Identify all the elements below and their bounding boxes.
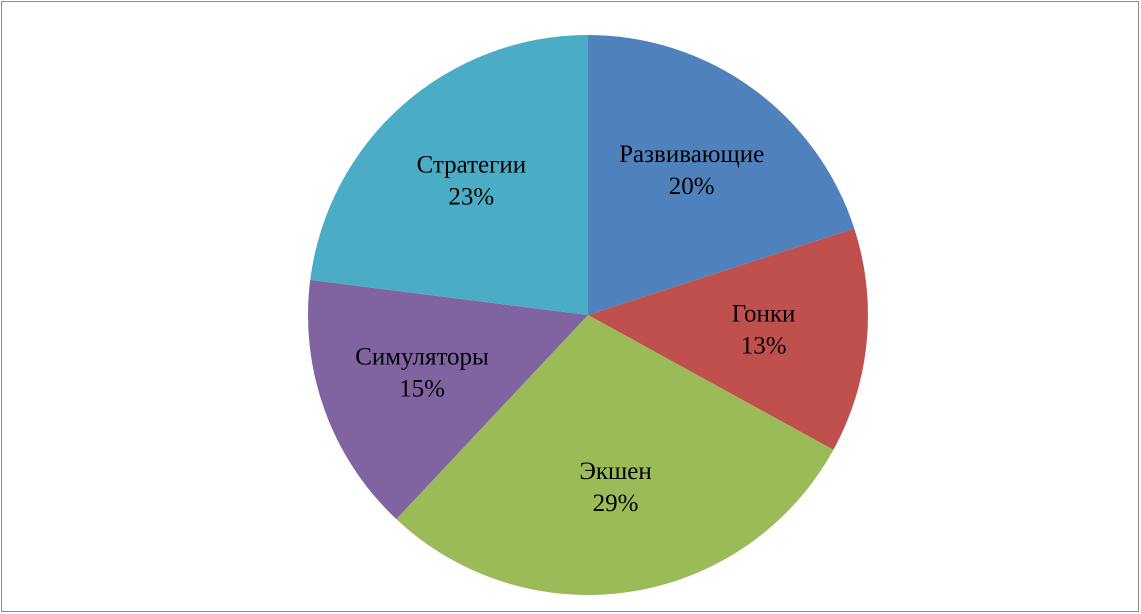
slice-value-label: 29%: [593, 490, 639, 517]
slice-value-label: 15%: [399, 375, 445, 402]
pie-slice: [396, 315, 834, 595]
slice-category-label: Стратегии: [417, 151, 527, 178]
pie-slice: [308, 279, 588, 520]
pie-slice: [588, 35, 855, 315]
slice-value-label: 13%: [741, 332, 787, 359]
slice-value-label: 20%: [669, 173, 715, 200]
slice-category-label: Развивающие: [619, 141, 764, 168]
slice-category-label: Симуляторы: [355, 343, 489, 370]
slice-category-label: Экшен: [579, 458, 651, 485]
pie-slice: [588, 228, 868, 450]
slice-category-label: Гонки: [732, 300, 796, 327]
slice-value-label: 23%: [448, 183, 494, 210]
pie-slice: [310, 35, 588, 315]
